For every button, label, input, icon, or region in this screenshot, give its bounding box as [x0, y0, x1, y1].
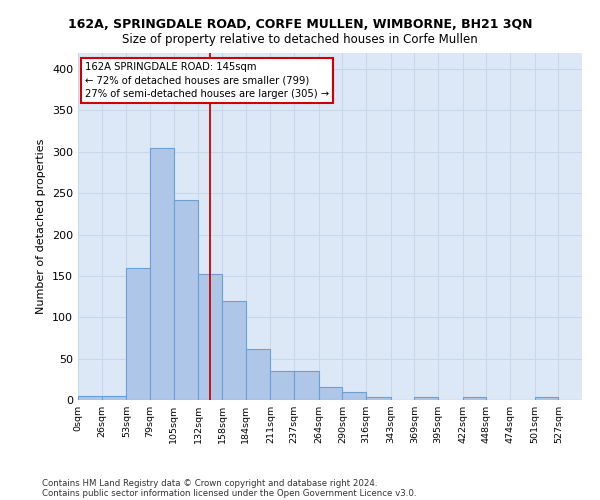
Bar — [78, 396, 101, 400]
Bar — [294, 371, 319, 400]
Bar — [173, 200, 199, 400]
Text: Size of property relative to detached houses in Corfe Mullen: Size of property relative to detached ho… — [122, 32, 478, 46]
Bar — [366, 396, 391, 400]
Text: 162A SPRINGDALE ROAD: 145sqm
← 72% of detached houses are smaller (799)
27% of s: 162A SPRINGDALE ROAD: 145sqm ← 72% of de… — [85, 62, 329, 99]
Bar — [271, 371, 294, 400]
Y-axis label: Number of detached properties: Number of detached properties — [37, 138, 46, 314]
Text: Contains public sector information licensed under the Open Government Licence v3: Contains public sector information licen… — [42, 488, 416, 498]
Bar — [101, 396, 127, 400]
Bar — [199, 274, 222, 400]
Text: Contains HM Land Registry data © Crown copyright and database right 2024.: Contains HM Land Registry data © Crown c… — [42, 478, 377, 488]
Bar — [463, 396, 487, 400]
Bar — [245, 348, 271, 400]
Bar — [415, 396, 438, 400]
Bar — [319, 387, 343, 400]
Bar — [343, 392, 366, 400]
Text: 162A, SPRINGDALE ROAD, CORFE MULLEN, WIMBORNE, BH21 3QN: 162A, SPRINGDALE ROAD, CORFE MULLEN, WIM… — [68, 18, 532, 30]
Bar — [150, 148, 173, 400]
Bar — [127, 268, 150, 400]
Bar — [535, 396, 559, 400]
Bar — [222, 300, 245, 400]
